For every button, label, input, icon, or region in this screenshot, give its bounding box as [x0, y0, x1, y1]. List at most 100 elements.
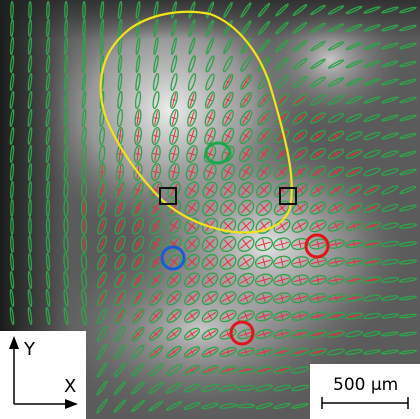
- strain-minor-axis: [154, 350, 158, 354]
- strain-minor-axis: [170, 170, 178, 174]
- strain-ellipse: [237, 310, 255, 322]
- strain-ellipse: [81, 72, 87, 92]
- strain-ellipse: [398, 259, 418, 265]
- strain-ellipse: [218, 403, 238, 409]
- strain-minor-axis: [298, 294, 302, 302]
- strain-minor-axis: [299, 350, 301, 354]
- strain-ellipse: [309, 130, 327, 142]
- strain-ellipse: [63, 198, 69, 218]
- strain-minor-axis: [353, 259, 355, 265]
- strain-ellipse: [275, 21, 289, 35]
- strain-ellipse: [9, 36, 15, 56]
- strain-minor-axis: [117, 278, 123, 282]
- strain-ellipse: [81, 162, 87, 182]
- x-axis-label: X: [64, 376, 76, 397]
- strain-ellipse: [63, 216, 69, 236]
- strain-ellipse: [398, 277, 418, 283]
- strain-minor-axis: [334, 187, 338, 193]
- strain-minor-axis: [187, 187, 197, 193]
- strain-minor-axis: [206, 134, 214, 138]
- strain-minor-axis: [243, 293, 249, 303]
- strain-minor-axis: [134, 223, 142, 229]
- red-circle-marker-1: [304, 233, 330, 259]
- strain-ellipse: [63, 162, 69, 182]
- strain-ellipse: [201, 346, 219, 358]
- strain-minor-axis: [117, 242, 123, 246]
- strain-ellipse: [255, 328, 273, 340]
- strain-ellipse: [63, 234, 69, 254]
- strain-ellipse: [363, 6, 381, 14]
- strain-ellipse: [257, 56, 271, 72]
- scale-bar-label: 500 μm: [333, 375, 398, 395]
- strain-ellipse: [188, 55, 196, 73]
- strain-ellipse: [204, 109, 216, 127]
- strain-ellipse: [345, 23, 363, 33]
- strain-ellipse: [183, 401, 201, 411]
- strain-minor-axis: [261, 115, 267, 121]
- strain-ellipse: [135, 36, 141, 56]
- strain-ellipse: [27, 306, 33, 326]
- strain-ellipse: [131, 308, 145, 324]
- strain-ellipse: [184, 254, 200, 270]
- strain-ellipse: [291, 347, 309, 357]
- strain-minor-axis: [371, 260, 373, 264]
- strain-ellipse: [131, 271, 145, 289]
- strain-ellipse: [399, 168, 417, 176]
- strain-minor-axis: [353, 314, 355, 318]
- strain-ellipse: [27, 144, 33, 164]
- strain-ellipse: [131, 235, 145, 253]
- strain-ellipse: [381, 60, 399, 68]
- strain-ellipse: [254, 236, 274, 252]
- strain-ellipse: [399, 42, 417, 50]
- strain-ellipse: [202, 199, 218, 217]
- strain-ellipse: [256, 146, 272, 162]
- strain-ellipse: [184, 235, 200, 253]
- strain-minor-axis: [152, 205, 160, 211]
- strain-minor-axis: [188, 152, 196, 156]
- strain-ellipse: [363, 78, 381, 86]
- strain-minor-axis: [117, 206, 123, 210]
- strain-ellipse: [45, 198, 51, 218]
- strain-ellipse: [219, 254, 237, 270]
- strain-ellipse: [28, 234, 32, 254]
- strain-ellipse: [256, 182, 272, 198]
- strain-minor-axis: [226, 80, 230, 84]
- strain-minor-axis: [335, 277, 337, 283]
- strain-minor-axis: [243, 275, 249, 285]
- strain-ellipse: [398, 331, 418, 337]
- strain-ellipse: [291, 329, 309, 339]
- strain-ellipse: [205, 55, 215, 73]
- strain-ellipse: [113, 380, 127, 396]
- strain-ellipse: [291, 200, 309, 216]
- strain-ellipse: [237, 272, 255, 288]
- strain-minor-axis: [371, 278, 373, 282]
- strain-ellipse: [45, 108, 51, 128]
- strain-ellipse: [113, 344, 127, 360]
- strain-ellipse: [45, 126, 51, 146]
- strain-ellipse: [131, 381, 145, 395]
- strain-minor-axis: [189, 313, 195, 319]
- red-circle-marker-2: [229, 320, 255, 346]
- strain-ellipse: [97, 181, 107, 199]
- strain-ellipse: [114, 289, 126, 307]
- strain-ellipse: [99, 126, 105, 146]
- strain-ellipse: [165, 382, 183, 394]
- strain-ellipse: [114, 235, 126, 253]
- strain-ellipse: [46, 180, 50, 200]
- strain-ellipse: [219, 309, 237, 323]
- strain-ellipse: [152, 108, 160, 128]
- strain-ellipse: [45, 306, 51, 326]
- strain-ellipse: [27, 108, 33, 128]
- strain-minor-axis: [135, 277, 141, 283]
- strain-ellipse: [131, 290, 145, 306]
- strain-minor-axis: [99, 188, 105, 192]
- strain-ellipse: [257, 2, 271, 18]
- strain-minor-axis: [135, 153, 141, 155]
- strain-ellipse: [363, 114, 381, 122]
- strain-minor-axis: [245, 368, 247, 372]
- strain-minor-axis: [223, 221, 233, 231]
- strain-ellipse: [80, 270, 88, 290]
- strain-ellipse: [309, 201, 327, 215]
- strain-minor-axis: [189, 331, 195, 337]
- strain-minor-axis: [170, 276, 178, 284]
